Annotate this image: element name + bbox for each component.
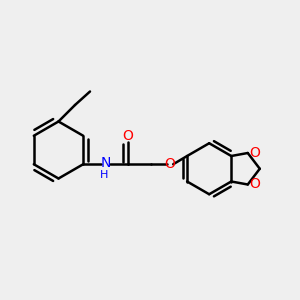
Text: N: N (100, 156, 111, 170)
Text: O: O (249, 146, 260, 160)
Text: O: O (165, 157, 176, 171)
Text: O: O (249, 178, 260, 191)
Text: H: H (100, 170, 108, 180)
Text: O: O (123, 129, 134, 143)
